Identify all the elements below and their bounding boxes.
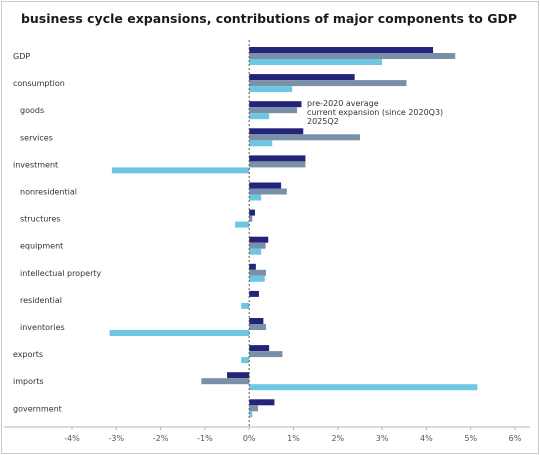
bar bbox=[249, 351, 283, 358]
bar bbox=[249, 324, 267, 330]
bar bbox=[249, 209, 255, 216]
category-label: exports bbox=[13, 350, 43, 359]
bar bbox=[111, 167, 250, 174]
bar bbox=[249, 113, 270, 120]
bar bbox=[241, 302, 250, 309]
x-tick-label: -2% bbox=[153, 434, 169, 443]
bar bbox=[249, 411, 253, 418]
bar bbox=[249, 236, 269, 243]
category-label: intellectual property bbox=[20, 269, 102, 278]
bar bbox=[249, 345, 270, 352]
category-label: imports bbox=[13, 377, 44, 386]
bar bbox=[241, 357, 250, 364]
bar bbox=[249, 248, 262, 255]
bar bbox=[249, 155, 306, 162]
x-tick-label: 5% bbox=[464, 434, 477, 443]
bar bbox=[109, 330, 250, 336]
category-label: government bbox=[13, 404, 62, 413]
bar bbox=[249, 161, 306, 168]
bar bbox=[249, 384, 478, 391]
bar bbox=[249, 134, 360, 141]
bar bbox=[249, 188, 287, 195]
bar bbox=[249, 80, 407, 87]
category-label: goods bbox=[20, 106, 44, 115]
bar bbox=[249, 269, 267, 276]
category-label: consumption bbox=[13, 79, 65, 88]
bar bbox=[249, 86, 293, 93]
category-label: investment bbox=[13, 160, 58, 169]
category-label: structures bbox=[20, 215, 60, 224]
category-label: services bbox=[20, 133, 53, 142]
bar bbox=[249, 290, 259, 297]
bar bbox=[249, 107, 298, 114]
bar bbox=[249, 59, 383, 65]
x-tick-label: 2% bbox=[331, 434, 344, 443]
bar bbox=[249, 405, 259, 412]
bar bbox=[249, 101, 302, 108]
bar bbox=[249, 275, 265, 282]
x-tick-label: 0% bbox=[243, 434, 256, 443]
bar bbox=[249, 53, 456, 59]
bar bbox=[201, 378, 250, 385]
x-tick-label: 4% bbox=[420, 434, 433, 443]
bar bbox=[249, 128, 304, 135]
category-label: inventories bbox=[20, 323, 65, 332]
bar bbox=[249, 47, 434, 53]
bar bbox=[249, 182, 282, 189]
bar bbox=[249, 215, 253, 222]
bar bbox=[249, 194, 262, 201]
chart-title: business cycle expansions, contributions… bbox=[20, 11, 518, 26]
legend-label: pre-2020 average bbox=[307, 99, 379, 108]
x-tick-label: -3% bbox=[109, 434, 125, 443]
bar bbox=[235, 221, 250, 228]
bar bbox=[227, 372, 250, 379]
x-tick-label: 3% bbox=[376, 434, 389, 443]
bar bbox=[249, 318, 264, 324]
category-label: residential bbox=[20, 296, 62, 305]
category-label: equipment bbox=[20, 242, 63, 251]
bar bbox=[249, 74, 355, 81]
x-tick-label: -1% bbox=[197, 434, 213, 443]
x-tick-label: -4% bbox=[64, 434, 80, 443]
legend-label: current expansion (since 2020Q3) bbox=[307, 108, 443, 117]
legend-label: 2025Q2 bbox=[307, 117, 339, 126]
category-label: GDP bbox=[13, 52, 30, 61]
x-tick-label: 6% bbox=[509, 434, 522, 443]
bar bbox=[249, 242, 266, 249]
category-label: nonresidential bbox=[20, 188, 77, 197]
bar bbox=[249, 399, 275, 406]
x-tick-label: 1% bbox=[287, 434, 300, 443]
bar bbox=[249, 140, 273, 147]
bar bbox=[249, 263, 256, 270]
